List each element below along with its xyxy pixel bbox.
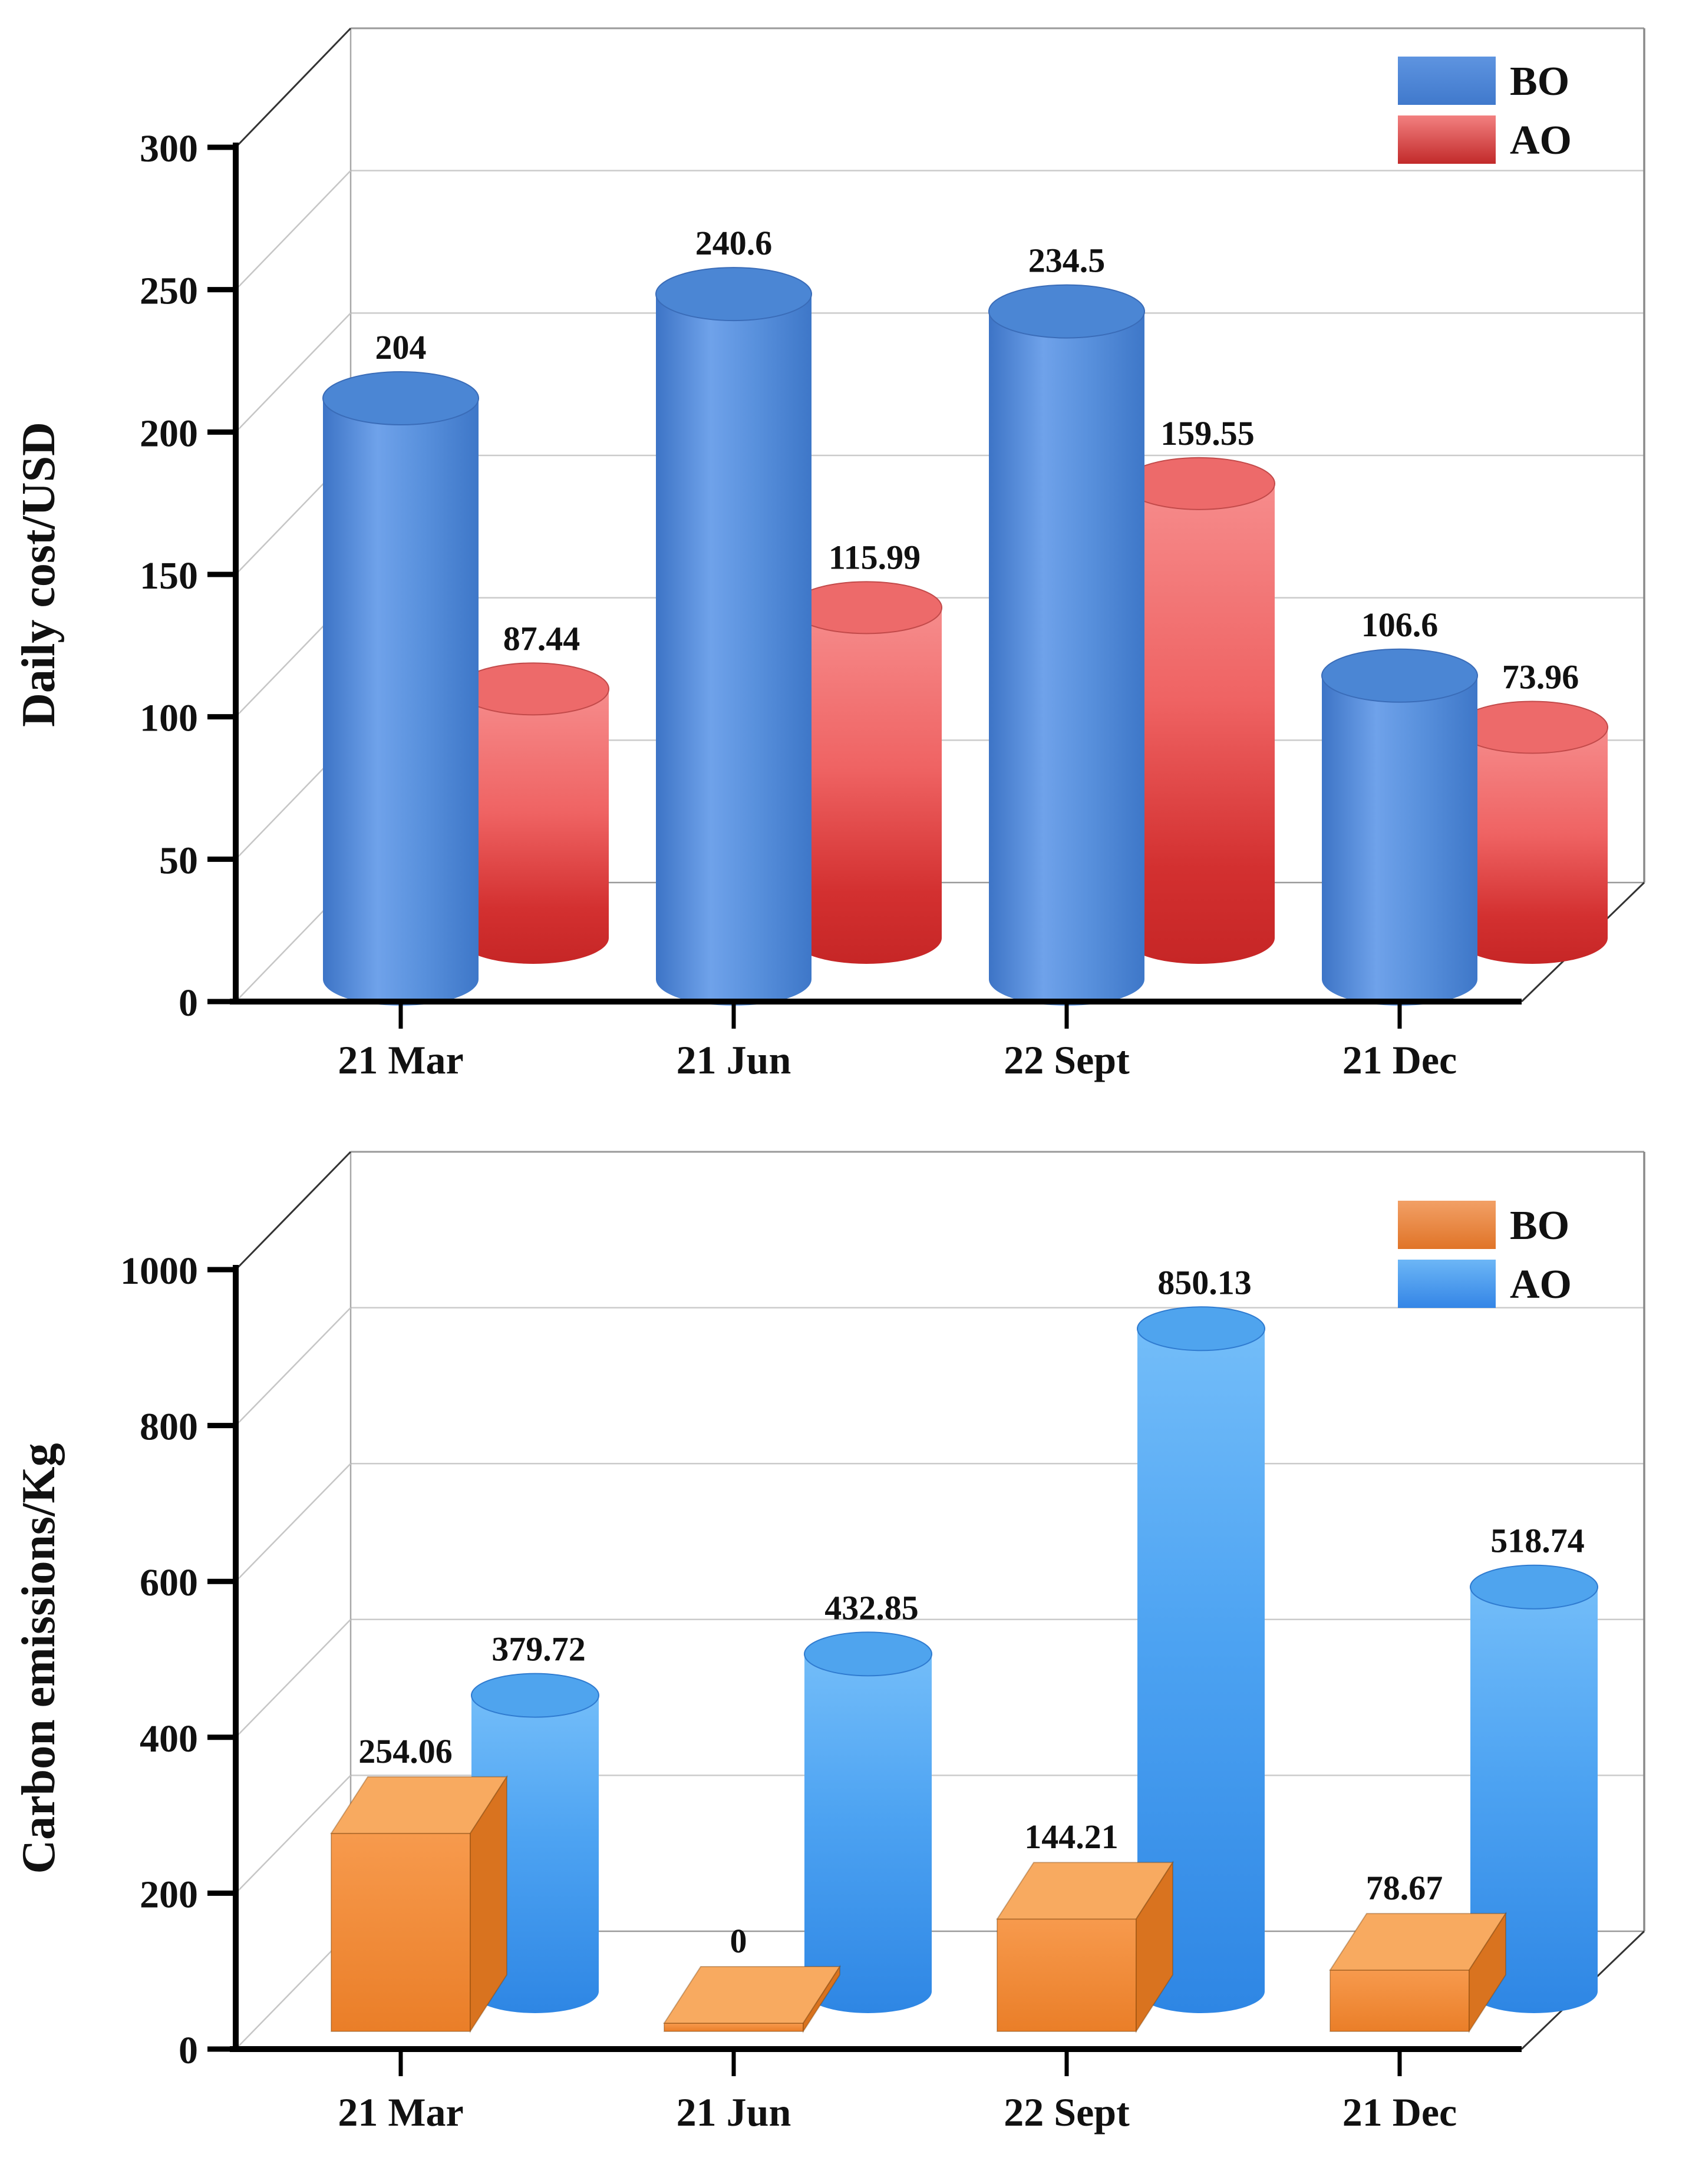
bar-cuboid-side-BO-1 [803,1964,840,2034]
legend: BO AO [1398,57,1572,164]
category-label-1: 21 Jun [677,2090,791,2135]
depth-line [235,1307,351,1426]
bar-cylinder-top-AO-0 [471,1673,599,1718]
value-label-BO-1: 240.6 [695,224,773,262]
category-label-2: 22 Sept [1004,1038,1130,1082]
bar-cylinder-AO-3 [1457,727,1608,964]
bar-cylinder-top-BO-0 [322,371,479,426]
depth-line [235,1618,351,1738]
category-label-3: 21 Dec [1342,2090,1457,2135]
chart-carbon-emissions: 379.72 432.85 850.13 518.74 254.06 0 144.21 78.… [13,1151,1645,2135]
y-tick-label-200: 200 [140,412,198,455]
legend: BO AO [1398,1201,1572,1308]
chart-daily-cost: 87.44 115.99 159.55 73.96 204 240.6 234.5 106.6… [13,27,1645,1082]
value-label-AO-1: 432.85 [824,1588,919,1627]
bar-cuboid-side-BO-2 [1136,1860,1173,2034]
series-BO: 204 240.6 234.5 106.6 [322,224,1478,1006]
y-tick-label-800: 800 [140,1406,198,1449]
y-tick-label-300: 300 [140,127,198,170]
value-label-AO-3: 518.74 [1490,1522,1585,1560]
bar-cylinder-top-BO-3 [1321,648,1478,703]
bar-cylinder-BO-3 [1322,675,1477,1006]
depth-line [235,312,351,433]
category-label-0: 21 Mar [338,1038,463,1082]
series-BO: 254.06 0 144.21 78.67 [330,1732,1507,2034]
value-label-BO-2: 234.5 [1028,242,1106,280]
legend-label-BO: BO [1510,59,1569,104]
y-tick-label-250: 250 [140,270,198,313]
value-label-AO-0: 379.72 [491,1630,586,1668]
y-tick-label-400: 400 [140,1717,198,1760]
y-tick-label-150: 150 [140,554,198,597]
bar-cylinder-AO-1 [791,607,942,964]
bar-cylinder-top-BO-1 [655,267,812,322]
bar-cylinder-AO-0 [458,689,609,964]
y-tick-label-0: 0 [179,982,198,1025]
bar-cylinder-top-BO-2 [988,284,1145,339]
frame-diagonal [235,27,352,148]
value-label-BO-0: 204 [375,328,427,366]
bar-cylinder-AO-2 [1137,1329,1265,2013]
bar-cuboid-front-BO-1 [664,2023,804,2032]
legend-swatch-AO [1398,1260,1496,1308]
value-label-BO-3: 78.67 [1366,1869,1443,1907]
frame-diagonal [235,1151,352,1271]
y-tick-label-600: 600 [140,1561,198,1604]
bar-cylinder-top-AO-1 [804,1631,932,1677]
category-label-0: 21 Mar [338,2090,463,2135]
bar-cuboid-front-BO-2 [997,1918,1137,2033]
legend-swatch-AO [1398,115,1496,164]
value-label-AO-2: 850.13 [1157,1263,1252,1301]
value-label-BO-2: 144.21 [1024,1818,1119,1856]
value-label-BO-1: 0 [730,1922,747,1960]
value-label-BO-3: 106.6 [1361,606,1439,644]
category-label-3: 21 Dec [1342,1038,1457,1082]
value-label-AO-3: 73.96 [1502,658,1579,696]
series-AO: 87.44 115.99 159.55 73.96 [457,414,1608,964]
bar-cylinder-top-AO-3 [1456,701,1608,754]
bar-cylinder-top-AO-1 [790,581,942,635]
legend-swatch-BO [1398,1201,1496,1249]
bar-cuboid-front-BO-0 [331,1832,471,2033]
bar-cylinder-top-AO-3 [1470,1564,1598,1610]
category-label-2: 22 Sept [1004,2090,1130,2135]
y-axis-title: Daily cost/USD [13,422,65,727]
bar-cylinder-top-AO-0 [457,662,609,716]
value-label-AO-2: 159.55 [1160,414,1255,452]
depth-line [235,1775,351,1894]
bar-cylinder-BO-2 [989,311,1144,1006]
value-label-BO-0: 254.06 [358,1732,453,1770]
legend-label-BO: BO [1510,1203,1569,1248]
legend-label-AO: AO [1510,118,1572,163]
legend-label-AO: AO [1510,1262,1572,1307]
y-tick-label-100: 100 [140,697,198,740]
bar-cylinder-AO-1 [804,1654,932,2013]
category-label-1: 21 Jun [677,1038,791,1082]
bar-cuboid-front-BO-3 [1330,1969,1470,2032]
y-tick-label-0: 0 [179,2029,198,2072]
value-label-AO-0: 87.44 [503,619,580,657]
bar-cuboid-side-BO-0 [470,1775,507,2034]
bar-cylinder-BO-1 [656,294,811,1006]
bar-cuboid-side-BO-3 [1469,1911,1506,2034]
legend-swatch-BO [1398,57,1496,105]
depth-line [235,170,351,290]
y-tick-label-50: 50 [159,839,198,882]
bar-cylinder-top-AO-2 [1123,457,1275,510]
depth-line [235,1463,351,1582]
bar-cylinder-top-AO-2 [1137,1306,1265,1352]
bar-cylinder-AO-3 [1470,1587,1598,2013]
bar-cylinder-AO-2 [1124,483,1275,964]
y-tick-label-1000: 1000 [120,1250,198,1293]
y-axis-title: Carbon emissions/Kg [13,1443,65,1874]
y-tick-label-200: 200 [140,1873,198,1916]
bar-cylinder-BO-0 [323,398,479,1006]
value-label-AO-1: 115.99 [829,538,921,576]
